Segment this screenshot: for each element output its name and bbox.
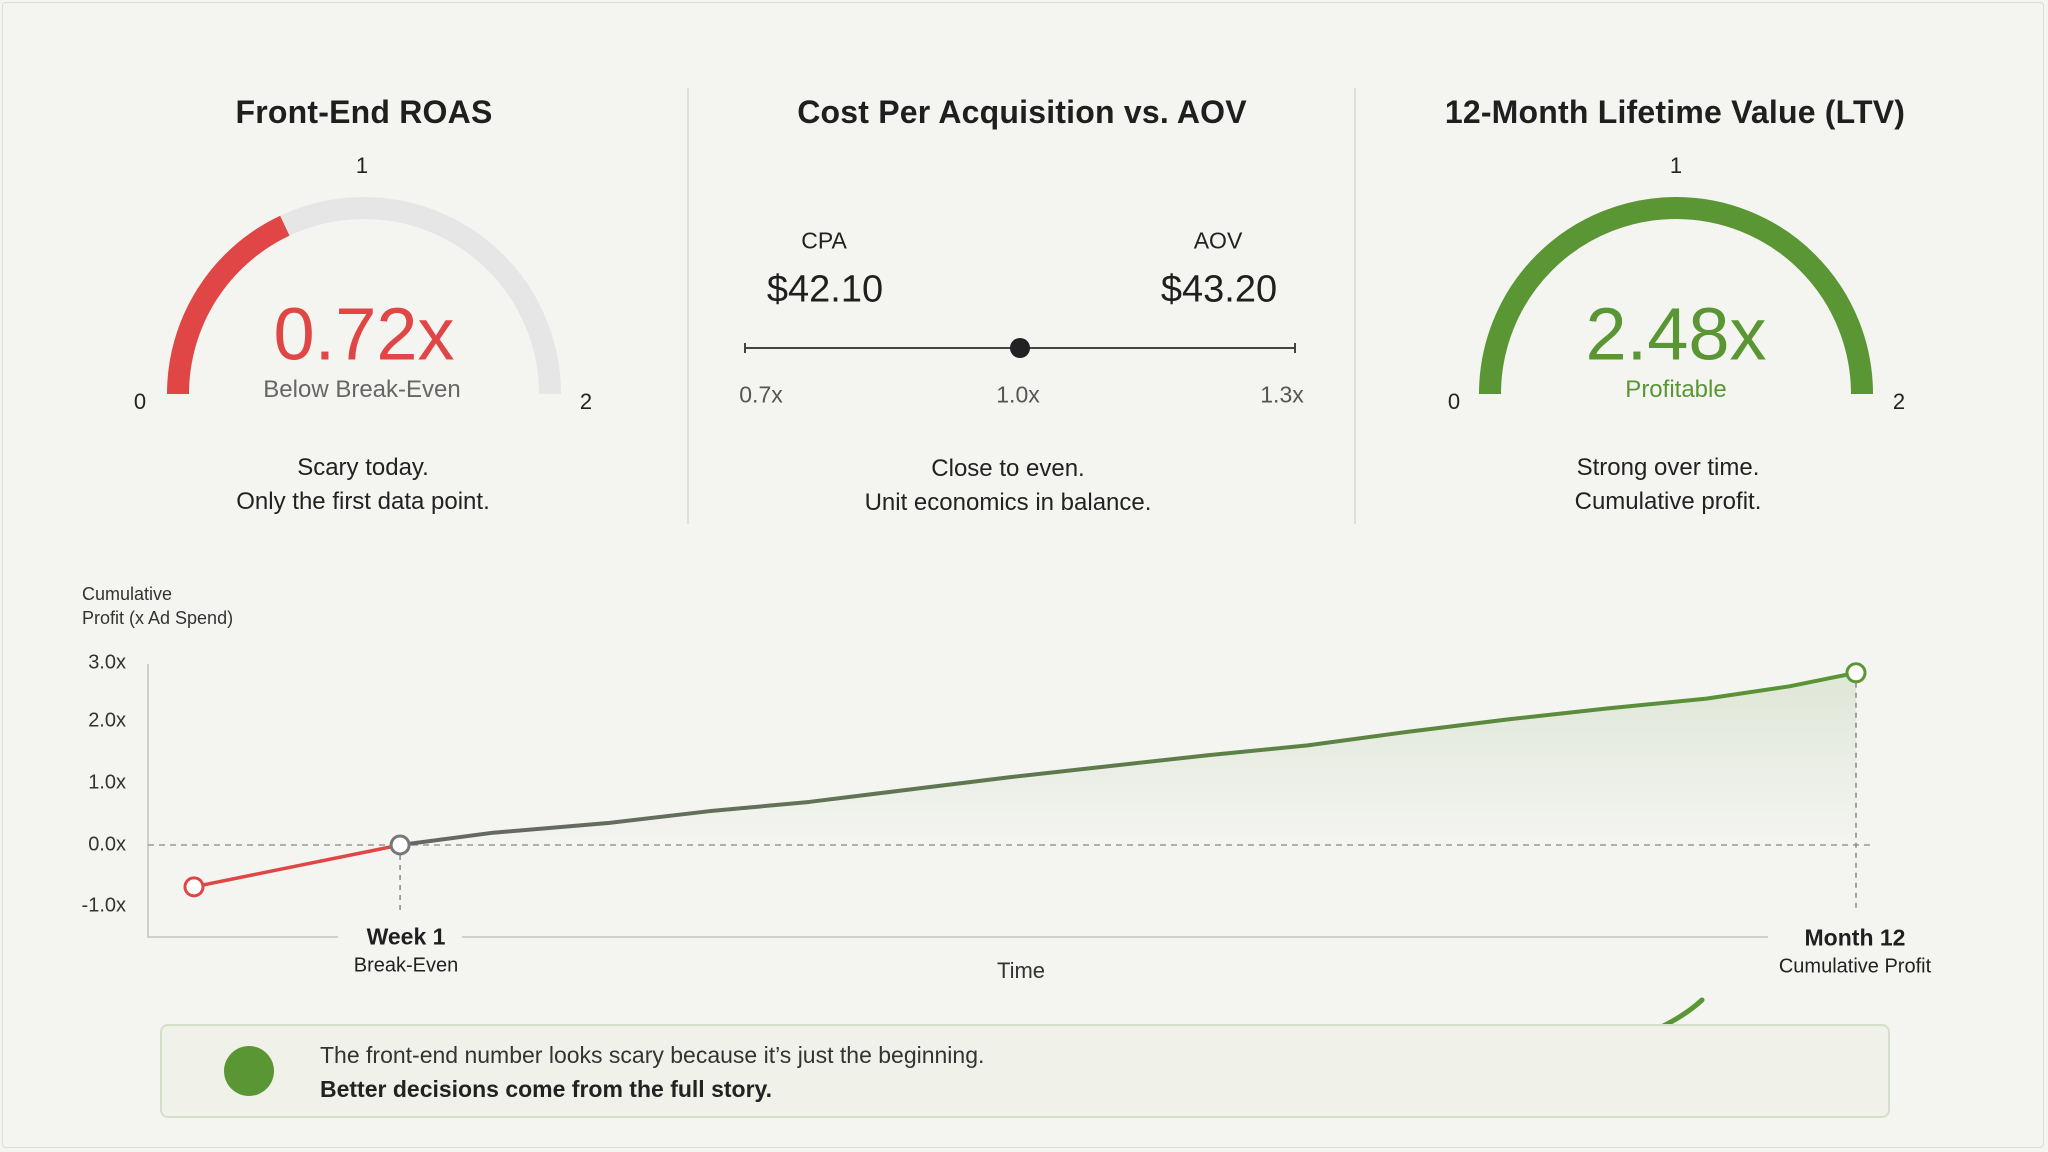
y-axis-label-line: Cumulative [82,584,173,604]
ltv-caption-line: Cumulative profit. [1574,488,1762,515]
month12-point [1845,662,1867,684]
growth-area [400,672,1856,845]
gauge-fill [1479,197,1873,395]
banner-line2: Better decisions come from the full stor… [320,1076,773,1102]
gauge-fill [167,215,290,395]
cpa-aov-caption-line: Unit economics in balance. [864,489,1152,516]
ltv-min-tick: 0 [1447,389,1461,414]
roas-mid-tick: 1 [355,153,369,178]
ltv-caption: Strong over time. Cumulative profit. [1575,451,1762,519]
break-even-point [389,834,411,856]
scale-label-low: 0.7x [739,381,783,408]
y-tick-label: 3.0x [88,651,126,674]
aov-value: $43.20 [1160,268,1278,311]
panel-divider [1354,88,1356,524]
scale-label-high: 1.3x [1260,381,1304,408]
series-line-before-break-even [193,843,401,889]
panel-divider [687,88,689,524]
roas-status: Below Break-Even [263,376,461,403]
start-point [183,876,205,898]
week1-marker-subtitle: Break-Even [353,954,459,977]
ltv-title: 12-Month Lifetime Value (LTV) [1444,94,1906,130]
y-tick-label: 1.0x [88,771,126,794]
ltv-value: 2.48x [1585,292,1767,376]
roas-caption: Scary today. Only the first data point. [236,451,489,519]
summary-banner: The front-end number looks scary because… [160,1024,1890,1118]
aov-label: AOV [1193,227,1243,254]
cpa-aov-caption-line: Close to even. [931,455,1085,482]
roas-caption-line: Only the first data point. [236,488,490,515]
cpa-label: CPA [801,227,847,254]
month12-marker-title: Month 12 [1804,924,1906,951]
roas-value: 0.72x [273,292,455,376]
scale-label-mid: 1.0x [996,381,1040,408]
month12-marker-subtitle: Cumulative Profit [1778,955,1932,978]
x-axis-label: Time [996,958,1046,983]
cpa-value: $42.10 [766,268,884,311]
cpa-aov-caption: Close to even. Unit economics in balance… [865,452,1152,520]
ltv-mid-tick: 1 [1669,153,1683,178]
y-tick-label: 2.0x [88,709,126,732]
roas-title: Front-End ROAS [235,94,493,130]
ltv-status: Profitable [1625,376,1727,403]
y-axis-label-line: Profit (x Ad Spend) [82,608,234,628]
ltv-max-tick: 2 [1892,389,1906,414]
status-dot-icon [224,1046,274,1096]
y-axis-label: Cumulative Profit (x Ad Spend) [82,582,233,630]
week1-marker-title: Week 1 [366,923,446,950]
roas-caption-line: Scary today. [297,454,429,481]
roas-max-tick: 2 [579,389,593,414]
y-tick-label: -1.0x [81,894,126,917]
cpa-aov-title: Cost Per Acquisition vs. AOV [797,94,1247,130]
ltv-caption-line: Strong over time. [1576,454,1760,481]
roas-min-tick: 0 [133,389,147,414]
ratio-indicator-dot [1010,338,1030,358]
series-line-after-break-even [399,670,1857,847]
banner-line1: The front-end number looks scary because… [320,1042,985,1068]
y-tick-label: 0.0x [88,833,126,856]
